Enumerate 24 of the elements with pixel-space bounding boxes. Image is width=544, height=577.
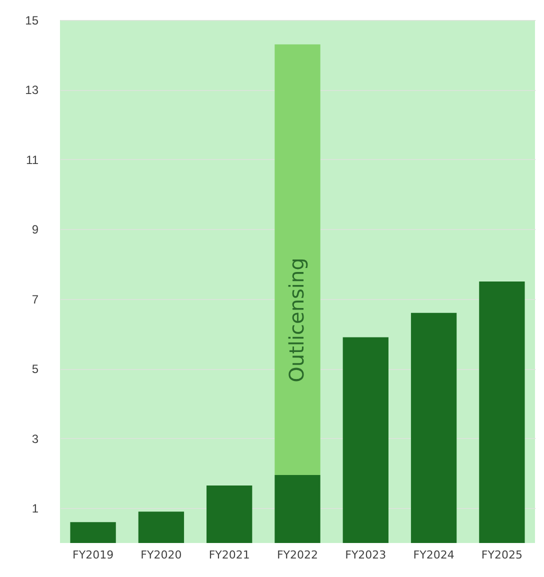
bar <box>410 312 457 543</box>
y-tick-label: 3 <box>32 432 39 446</box>
bar <box>274 44 320 476</box>
y-tick-label: 15 <box>25 14 39 28</box>
x-tick-label: FY2024 <box>413 548 454 562</box>
y-tick-label: 9 <box>32 222 39 237</box>
bar <box>274 475 320 543</box>
y-tick-label: 13 <box>25 83 39 98</box>
bar <box>206 485 252 543</box>
y-tick-label: 5 <box>32 362 39 376</box>
x-tick-label: FY2020 <box>140 548 182 562</box>
x-tick-label: FY2022 <box>276 548 318 562</box>
bar <box>479 282 525 543</box>
x-tick-label: FY2019 <box>72 548 114 562</box>
annotation: Outlicensing <box>284 258 308 382</box>
x-tick-label: FY2023 <box>345 548 386 562</box>
y-tick-label: 7 <box>32 292 39 306</box>
x-tick-label: FY2021 <box>208 548 250 562</box>
bar <box>342 337 388 543</box>
x-tick-label: FY2025 <box>481 548 522 562</box>
y-tick-label: 1 <box>32 502 39 516</box>
y-tick-label: 11 <box>26 152 39 167</box>
bar <box>70 522 116 543</box>
bar <box>138 512 184 543</box>
